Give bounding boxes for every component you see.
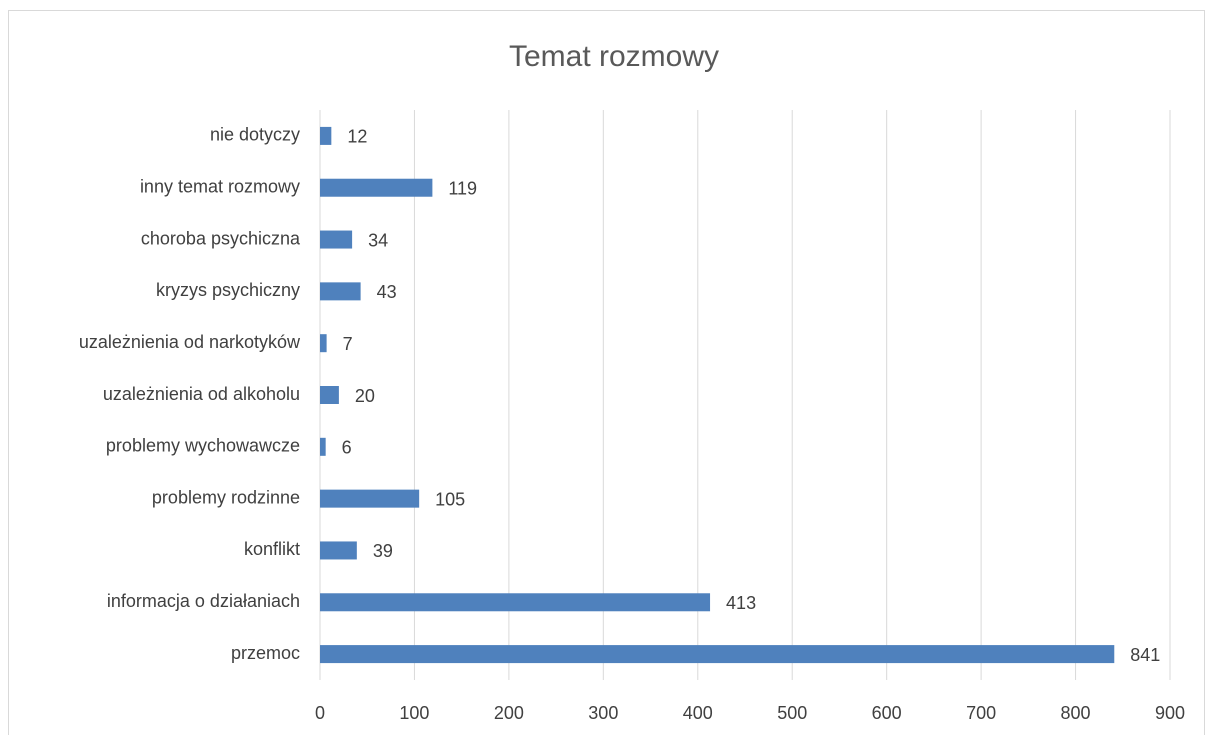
- bar: [320, 645, 1115, 664]
- y-tick-label: problemy wychowawcze: [106, 436, 300, 456]
- y-tick-label: informacja o działaniach: [107, 591, 300, 611]
- value-label: 6: [342, 438, 352, 458]
- y-tick-label: nie dotyczy: [210, 125, 300, 145]
- bar: [320, 282, 361, 301]
- x-tick-label: 100: [399, 703, 429, 723]
- value-label: 43: [377, 282, 397, 302]
- y-tick-label: kryzys psychiczny: [156, 280, 300, 300]
- y-tick-label: uzależnienia od narkotyków: [79, 332, 301, 352]
- bar: [320, 386, 339, 404]
- x-tick-label: 300: [588, 703, 618, 723]
- y-tick-label: choroba psychiczna: [141, 228, 301, 248]
- value-label: 105: [435, 489, 465, 509]
- bar: [320, 437, 326, 456]
- y-tick-label: problemy rodzinne: [152, 487, 300, 507]
- x-tick-label: 0: [315, 703, 325, 723]
- y-tick-label: uzależnienia od alkoholu: [103, 384, 300, 404]
- x-tick-label: 600: [872, 703, 902, 723]
- chart-title: Temat rozmowy: [509, 40, 719, 73]
- x-tick-label: 400: [683, 703, 713, 723]
- bar: [320, 489, 420, 508]
- bar: [320, 126, 332, 145]
- x-tick-label: 900: [1155, 703, 1185, 723]
- x-tick-label: 800: [1061, 703, 1091, 723]
- value-label: 12: [347, 127, 367, 147]
- bar: [320, 541, 357, 560]
- chart-frame: [8, 10, 1205, 735]
- bar: [320, 593, 711, 612]
- y-tick-label: przemoc: [231, 643, 300, 663]
- value-label: 20: [355, 386, 375, 406]
- y-tick-label: konflikt: [244, 539, 300, 559]
- x-tick-label: 200: [494, 703, 524, 723]
- bar: [320, 178, 433, 197]
- value-label: 413: [726, 593, 756, 613]
- value-label: 7: [343, 334, 353, 354]
- value-label: 841: [1130, 645, 1160, 665]
- value-label: 119: [448, 178, 477, 198]
- value-label: 34: [368, 230, 388, 250]
- bar: [320, 230, 353, 249]
- bar: [320, 334, 327, 353]
- y-tick-label: inny temat rozmowy: [140, 176, 300, 196]
- value-label: 39: [373, 541, 393, 561]
- x-tick-label: 700: [966, 703, 996, 723]
- x-tick-label: 500: [777, 703, 807, 723]
